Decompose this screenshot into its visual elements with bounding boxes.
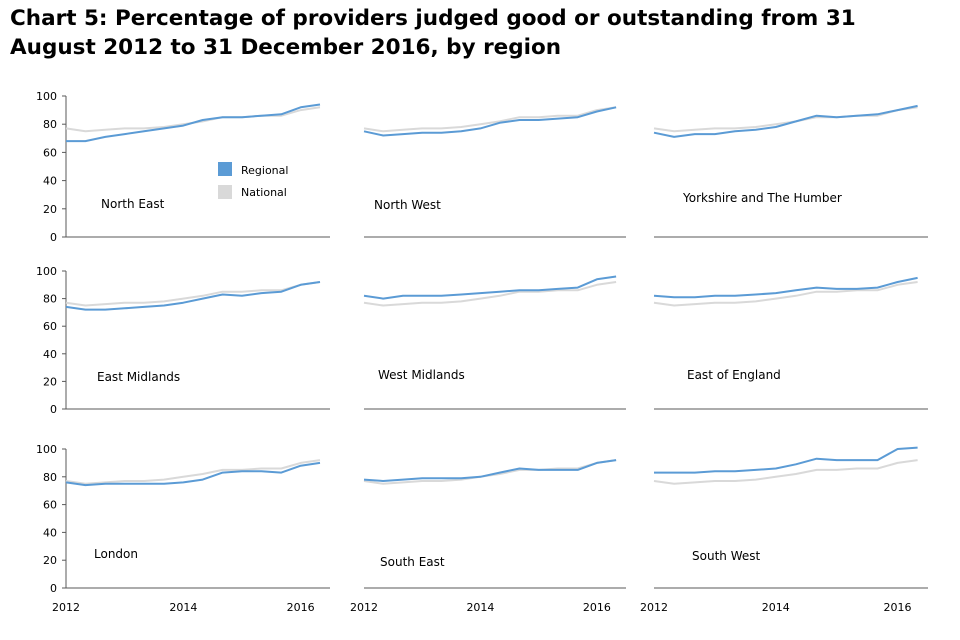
legend-label-national: National bbox=[241, 186, 287, 199]
y-tick-label: 100 bbox=[36, 265, 57, 278]
region-label-south-west: South West bbox=[692, 549, 760, 563]
legend-label-regional: Regional bbox=[241, 164, 288, 177]
y-tick-label: 40 bbox=[43, 348, 57, 361]
regional-series-line bbox=[653, 104, 918, 138]
national-series-line bbox=[653, 106, 918, 133]
region-label-north-east: North East bbox=[101, 197, 165, 211]
region-label-east-midlands: East Midlands bbox=[97, 370, 180, 384]
x-tick-label: 2014 bbox=[466, 601, 494, 614]
regional-series-line bbox=[363, 275, 617, 300]
national-series-line bbox=[363, 281, 617, 307]
y-tick-label: 40 bbox=[43, 526, 57, 539]
regional-series-line bbox=[65, 281, 321, 311]
region-label-west-midlands: West Midlands bbox=[378, 368, 465, 382]
x-tick-label: 2014 bbox=[762, 601, 790, 614]
national-series-line bbox=[653, 281, 918, 307]
x-tick-label: 2012 bbox=[350, 601, 378, 614]
y-tick-label: 20 bbox=[43, 375, 57, 388]
regional-series-line bbox=[654, 446, 918, 474]
chart-title: Chart 5: Percentage of providers judged … bbox=[10, 6, 856, 60]
y-tick-label: 20 bbox=[43, 203, 57, 216]
y-tick-label: 40 bbox=[43, 175, 57, 188]
national-series-line bbox=[65, 459, 321, 485]
x-tick-label: 2016 bbox=[583, 601, 611, 614]
x-tick-label: 2016 bbox=[287, 601, 315, 614]
national-series-line bbox=[65, 106, 321, 133]
y-tick-label: 80 bbox=[43, 118, 57, 131]
y-tick-label: 60 bbox=[43, 499, 57, 512]
region-label-south-east: South East bbox=[380, 555, 445, 569]
region-label-east-of-england: East of England bbox=[687, 368, 781, 382]
x-tick-label: 2016 bbox=[884, 601, 912, 614]
y-tick-label: 0 bbox=[50, 231, 57, 244]
legend-swatch-regional bbox=[218, 162, 232, 176]
y-tick-label: 0 bbox=[50, 403, 57, 416]
y-tick-label: 100 bbox=[36, 90, 57, 103]
regional-series-line bbox=[66, 103, 321, 143]
regional-series-line bbox=[363, 459, 617, 482]
y-tick-label: 80 bbox=[43, 471, 57, 484]
y-tick-label: 60 bbox=[43, 320, 57, 333]
region-label-london: London bbox=[94, 547, 138, 561]
national-series-line bbox=[65, 281, 321, 307]
x-tick-label: 2012 bbox=[640, 601, 668, 614]
national-series-line bbox=[363, 106, 617, 133]
regional-series-line bbox=[653, 276, 918, 299]
legend-swatch-national bbox=[218, 185, 232, 199]
regional-series-line bbox=[363, 106, 617, 137]
y-tick-label: 20 bbox=[43, 554, 57, 567]
y-tick-label: 100 bbox=[36, 443, 57, 456]
y-tick-label: 80 bbox=[43, 293, 57, 306]
y-tick-label: 60 bbox=[43, 146, 57, 159]
regional-series-line bbox=[65, 461, 321, 487]
region-label-north-west: North West bbox=[374, 198, 441, 212]
x-tick-label: 2012 bbox=[52, 601, 80, 614]
national-series-line bbox=[653, 459, 918, 485]
region-label-yorkshire-and-the-humber: Yorkshire and The Humber bbox=[682, 191, 842, 205]
x-tick-label: 2014 bbox=[169, 601, 197, 614]
y-tick-label: 0 bbox=[50, 582, 57, 595]
